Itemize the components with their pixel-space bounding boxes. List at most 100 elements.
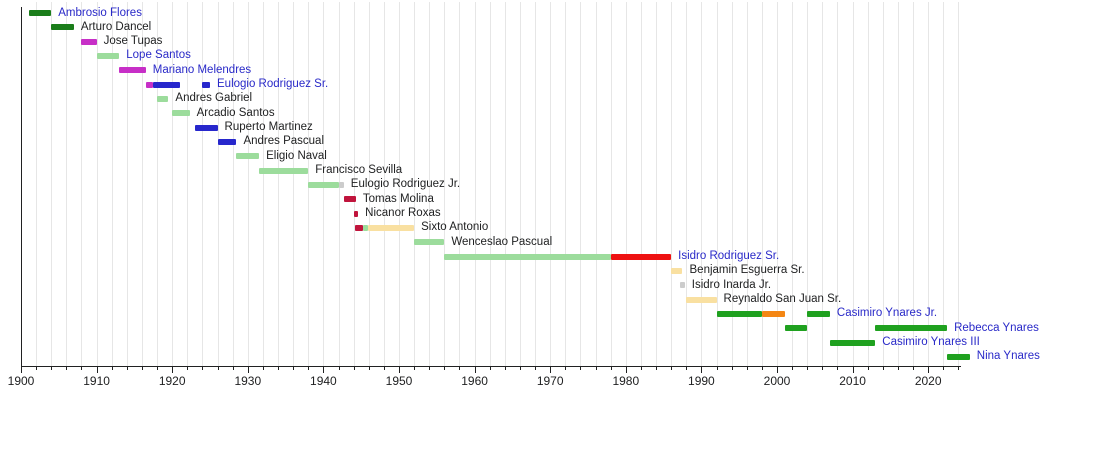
term-bar-npc	[716, 310, 762, 317]
axis-tick	[731, 367, 733, 370]
axis-tick	[278, 367, 280, 370]
axis-tick	[353, 367, 355, 370]
gridline	[141, 2, 143, 366]
axis-tick	[746, 367, 748, 370]
gridline	[852, 2, 854, 366]
term-bar-nonpartisan	[680, 282, 685, 289]
axis-tick	[897, 367, 899, 370]
axis-tick	[671, 367, 673, 370]
gridline	[565, 2, 567, 366]
axis-tick-label: 2020	[914, 374, 942, 388]
term-bar-liberal	[671, 267, 683, 274]
axis-tick-label: 1900	[7, 374, 35, 388]
term-bar-liberal	[686, 296, 717, 303]
gridline	[293, 2, 295, 366]
person-label: Andres Pascual	[243, 135, 324, 148]
gridline	[928, 2, 930, 366]
axis-tick-label: 1910	[83, 374, 110, 388]
axis-tick	[66, 367, 68, 370]
term-bar-npc	[784, 325, 808, 332]
axis-tick	[293, 367, 295, 370]
person-label: Jose Tupas	[103, 35, 163, 48]
axis-tick	[399, 367, 400, 373]
gridline	[686, 2, 688, 366]
axis-tick	[519, 367, 521, 370]
gridline	[172, 2, 174, 366]
axis-tick	[716, 367, 718, 370]
person-label[interactable]: Rebecca Ynares	[954, 321, 1039, 334]
person-label[interactable]: Casimiro Ynares III	[882, 336, 980, 349]
axis-tick	[36, 367, 38, 370]
person-label: Andres Gabriel	[175, 92, 253, 105]
person-label[interactable]: Eulogio Rodriguez Sr.	[217, 78, 329, 91]
axis-tick	[882, 367, 884, 370]
gridline	[550, 2, 552, 366]
term-bar-nacionalista	[444, 253, 611, 260]
axis-tick	[656, 367, 658, 370]
person-label[interactable]: Ambrosio Flores	[58, 6, 142, 19]
person-label: Ruperto Martinez	[224, 121, 313, 134]
gridline	[792, 2, 794, 366]
person-label: Arcadio Santos	[196, 106, 275, 119]
axis-tick	[852, 367, 854, 373]
axis-tick	[580, 367, 582, 370]
gridline	[731, 2, 733, 366]
axis-tick	[701, 367, 703, 373]
term-bar-npc	[829, 339, 876, 346]
axis-tick	[383, 367, 385, 370]
axis-tick-label: 1990	[688, 374, 715, 388]
axis-tick	[247, 367, 249, 373]
term-bar-democrata	[217, 138, 237, 145]
person-label[interactable]: Nina Ynares	[976, 350, 1040, 363]
term-bar-nacionalista	[414, 239, 445, 246]
legend: Political parties: FederalistaProgresist…	[0, 400, 1100, 458]
gridline	[278, 2, 280, 366]
axis-tick	[822, 367, 824, 370]
gridline	[656, 2, 658, 366]
axis-tick	[792, 367, 794, 370]
term-bar-progresista	[119, 67, 146, 74]
person-label[interactable]: Mariano Melendres	[152, 63, 252, 76]
term-bar-kalibapi	[355, 224, 364, 231]
gridline	[51, 2, 53, 366]
axis-tick	[625, 367, 627, 373]
person-label[interactable]: Lope Santos	[126, 49, 191, 62]
axis-tick-label: 1940	[310, 374, 337, 388]
gridline	[414, 2, 416, 366]
person-label[interactable]: Casimiro Ynares Jr.	[836, 307, 938, 320]
axis-tick-label: 1930	[234, 374, 262, 388]
gridline	[459, 2, 461, 366]
axis-tick	[187, 367, 189, 370]
gridline	[474, 2, 476, 366]
gridline	[81, 2, 83, 366]
person-label: Reynaldo San Juan Sr.	[723, 293, 842, 306]
gridline	[519, 2, 521, 366]
term-bar-npc	[875, 325, 948, 332]
gridline	[489, 2, 491, 366]
term-bar-nacionalista	[308, 181, 339, 188]
person-label: Wenceslao Pascual	[451, 235, 553, 248]
term-bar-kalibapi	[343, 196, 356, 203]
axis-tick	[535, 367, 537, 370]
axis-tick	[51, 367, 53, 370]
person-label: Tomas Molina	[362, 192, 434, 205]
axis-tick	[202, 367, 204, 370]
axis-tick	[550, 367, 552, 373]
term-bar-lammp	[761, 310, 785, 317]
gridline	[399, 2, 400, 366]
person-label[interactable]: Isidro Rodriguez Sr.	[678, 250, 780, 263]
person-label: Benjamin Esguerra Sr.	[689, 264, 805, 277]
axis-tick	[504, 367, 506, 370]
gridline	[444, 2, 446, 366]
gridline	[126, 2, 128, 366]
axis-tick	[565, 367, 567, 370]
term-bar-federalista	[51, 24, 74, 31]
term-bar-democrata	[153, 81, 180, 88]
term-bar-kalibapi	[353, 210, 359, 217]
axis-tick-label: 2000	[763, 374, 791, 388]
term-bar-progresista	[81, 38, 97, 45]
gridline	[36, 2, 38, 366]
term-bar-nacionalista	[236, 153, 260, 160]
axis-tick-label: 1980	[612, 374, 640, 388]
gridline	[535, 2, 537, 366]
